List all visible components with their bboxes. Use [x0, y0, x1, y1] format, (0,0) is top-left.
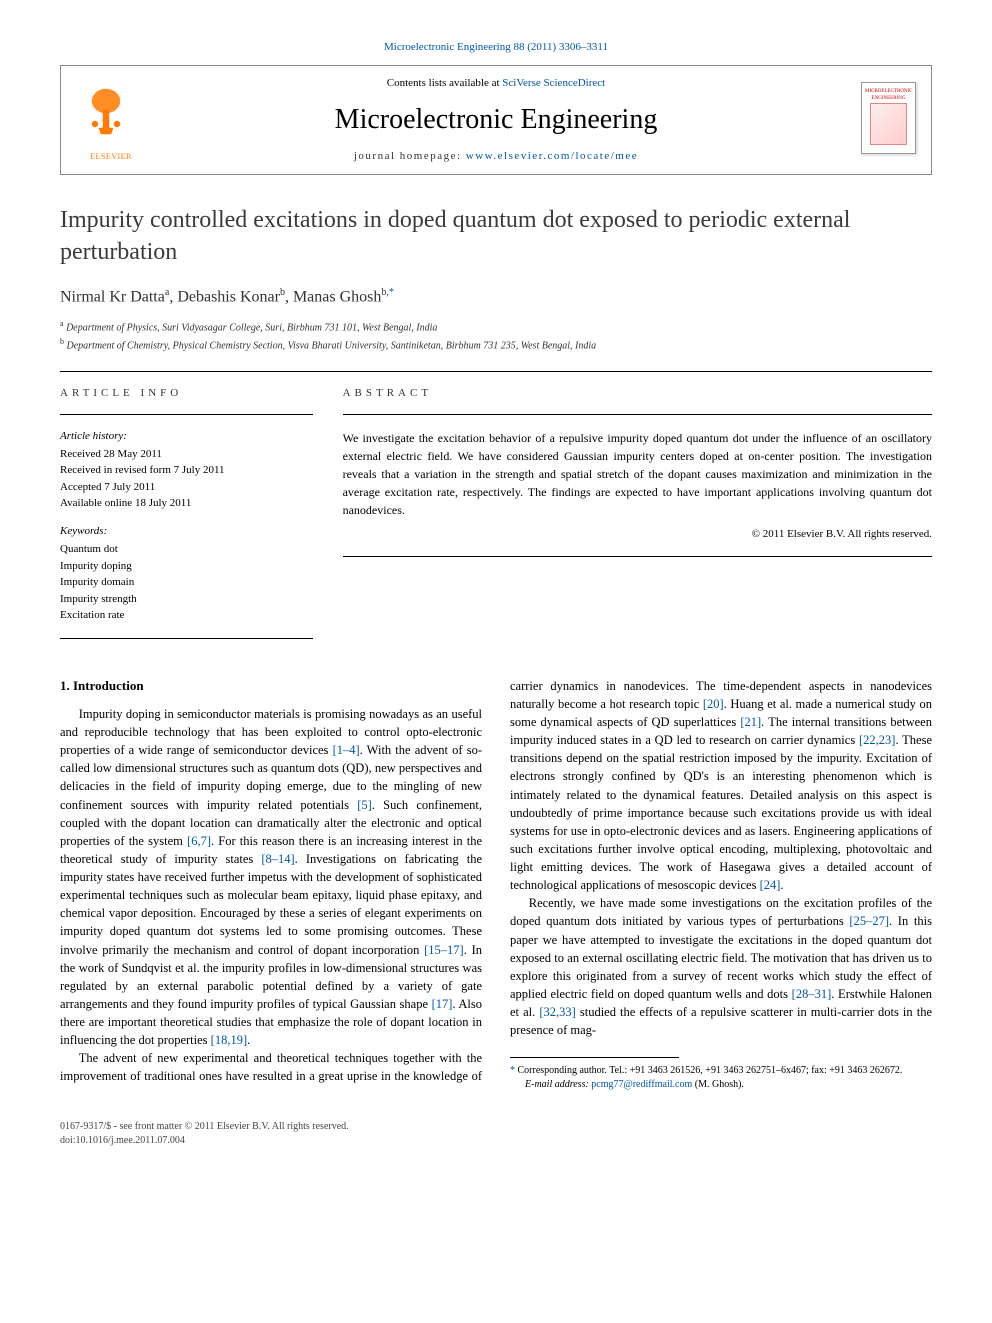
ref-link[interactable]: [18,19] — [211, 1033, 247, 1047]
keyword-item: Impurity strength — [60, 591, 313, 608]
ref-link[interactable]: [24] — [760, 878, 781, 892]
author-name: Debashis Konar — [177, 288, 280, 305]
keyword-item: Quantum dot — [60, 541, 313, 558]
footnote-corr-text: Corresponding author. Tel.: +91 3463 261… — [515, 1065, 902, 1076]
footer-left: 0167-9317/$ - see front matter © 2011 El… — [60, 1120, 349, 1148]
affil-text: Department of Physics, Suri Vidyasagar C… — [66, 323, 437, 334]
ref-link[interactable]: [8–14] — [261, 852, 294, 866]
affil-sup: a — [60, 319, 64, 328]
abstract-divider — [343, 414, 932, 415]
journal-header-center: Contents lists available at SciVerse Sci… — [146, 76, 846, 164]
ref-link[interactable]: [28–31] — [792, 987, 832, 1001]
author-name: Nirmal Kr Datta — [60, 288, 165, 305]
ref-link[interactable]: [15–17] — [424, 943, 464, 957]
keyword-item: Impurity domain — [60, 574, 313, 591]
ref-link[interactable]: [21] — [740, 715, 761, 729]
article-info-label: ARTICLE INFO — [60, 386, 313, 401]
journal-cover-thumb: MICROELECTRONIC ENGINEERING — [846, 82, 916, 159]
body-text: . — [247, 1033, 250, 1047]
keywords-heading: Keywords: — [60, 524, 313, 539]
ref-link[interactable]: [1–4] — [333, 743, 360, 757]
history-item: Received in revised form 7 July 2011 — [60, 462, 313, 479]
cover-image-placeholder — [870, 103, 907, 145]
keyword-item: Impurity doping — [60, 558, 313, 575]
body-paragraph: Impurity doping in semiconductor materia… — [60, 705, 482, 1049]
body-paragraph: Recently, we have made some investigatio… — [510, 894, 932, 1039]
footnote-divider — [510, 1057, 679, 1058]
keywords-list: Quantum dot Impurity doping Impurity dom… — [60, 541, 313, 624]
history-item: Accepted 7 July 2011 — [60, 479, 313, 496]
author-affil-sup: b, — [381, 287, 389, 298]
journal-header-box: ELSEVIER Contents lists available at Sci… — [60, 65, 932, 175]
page-footer: 0167-9317/$ - see front matter © 2011 El… — [60, 1120, 932, 1148]
ref-link[interactable]: [5] — [357, 798, 372, 812]
ref-link[interactable]: [17] — [432, 997, 453, 1011]
footer-doi: doi:10.1016/j.mee.2011.07.004 — [60, 1134, 349, 1148]
cover-title-text: MICROELECTRONIC ENGINEERING — [865, 88, 912, 102]
info-divider — [60, 638, 313, 639]
abstract-text: We investigate the excitation behavior o… — [343, 429, 932, 519]
history-list: Received 28 May 2011 Received in revised… — [60, 446, 313, 512]
affiliations: a Department of Physics, Suri Vidyasagar… — [60, 318, 932, 353]
email-link[interactable]: pcmg77@rediffmail.com — [591, 1079, 692, 1090]
footer-copyright: 0167-9317/$ - see front matter © 2011 El… — [60, 1120, 349, 1134]
ref-link[interactable]: [6,7] — [187, 834, 211, 848]
article-info-block: ARTICLE INFO Article history: Received 2… — [60, 386, 313, 653]
abstract-label: ABSTRACT — [343, 386, 932, 401]
author-name: Manas Ghosh — [293, 288, 381, 305]
history-item: Received 28 May 2011 — [60, 446, 313, 463]
abstract-copyright: © 2011 Elsevier B.V. All rights reserved… — [343, 527, 932, 542]
article-title: Impurity controlled excitations in doped… — [60, 205, 932, 267]
corresponding-footnote: * Corresponding author. Tel.: +91 3463 2… — [510, 1064, 932, 1078]
body-text: . Investigations on fabricating the impu… — [60, 852, 482, 957]
contents-line: Contents lists available at SciVerse Sci… — [146, 76, 846, 91]
journal-citation: Microelectronic Engineering 88 (2011) 33… — [60, 40, 932, 55]
journal-homepage-line: journal homepage: www.elsevier.com/locat… — [146, 149, 846, 164]
email-label: E-mail address: — [525, 1079, 591, 1090]
corresponding-star: * — [389, 287, 394, 298]
homepage-prefix: journal homepage: — [354, 150, 466, 162]
history-heading: Article history: — [60, 429, 313, 444]
publisher-logo: ELSEVIER — [76, 79, 146, 162]
email-suffix: (M. Ghosh). — [692, 1079, 744, 1090]
keyword-item: Excitation rate — [60, 607, 313, 624]
ref-link[interactable]: [32,33] — [539, 1005, 575, 1019]
body-text: . These transitions depend on the spatia… — [510, 733, 932, 892]
section-heading: 1. Introduction — [60, 677, 482, 695]
email-footnote: E-mail address: pcmg77@rediffmail.com (M… — [510, 1078, 932, 1092]
ref-link[interactable]: [22,23] — [859, 733, 895, 747]
section-divider — [60, 371, 932, 372]
body-columns: 1. Introduction Impurity doping in semic… — [60, 677, 932, 1093]
affiliation-line: a Department of Physics, Suri Vidyasagar… — [60, 318, 932, 335]
elsevier-tree-icon — [76, 79, 136, 149]
abstract-block: ABSTRACT We investigate the excitation b… — [343, 386, 932, 653]
ref-link[interactable]: [20] — [703, 697, 724, 711]
sciencedirect-link[interactable]: SciVerse ScienceDirect — [502, 77, 605, 89]
info-abstract-row: ARTICLE INFO Article history: Received 2… — [60, 386, 932, 653]
info-divider — [60, 414, 313, 415]
history-item: Available online 18 July 2011 — [60, 495, 313, 512]
abstract-divider — [343, 556, 932, 557]
body-text: . — [780, 878, 783, 892]
affil-sup: b — [60, 337, 64, 346]
contents-prefix: Contents lists available at — [387, 77, 502, 89]
author-list: Nirmal Kr Dattaa, Debashis Konarb, Manas… — [60, 286, 932, 309]
journal-name: Microelectronic Engineering — [146, 100, 846, 139]
author-sep: , — [285, 288, 293, 305]
affil-text: Department of Chemistry, Physical Chemis… — [67, 340, 597, 351]
journal-citation-link[interactable]: Microelectronic Engineering 88 (2011) 33… — [384, 41, 608, 53]
publisher-logo-text: ELSEVIER — [76, 151, 146, 162]
ref-link[interactable]: [25–27] — [849, 914, 889, 928]
journal-homepage-link[interactable]: www.elsevier.com/locate/mee — [466, 150, 638, 162]
affiliation-line: b Department of Chemistry, Physical Chem… — [60, 336, 932, 353]
